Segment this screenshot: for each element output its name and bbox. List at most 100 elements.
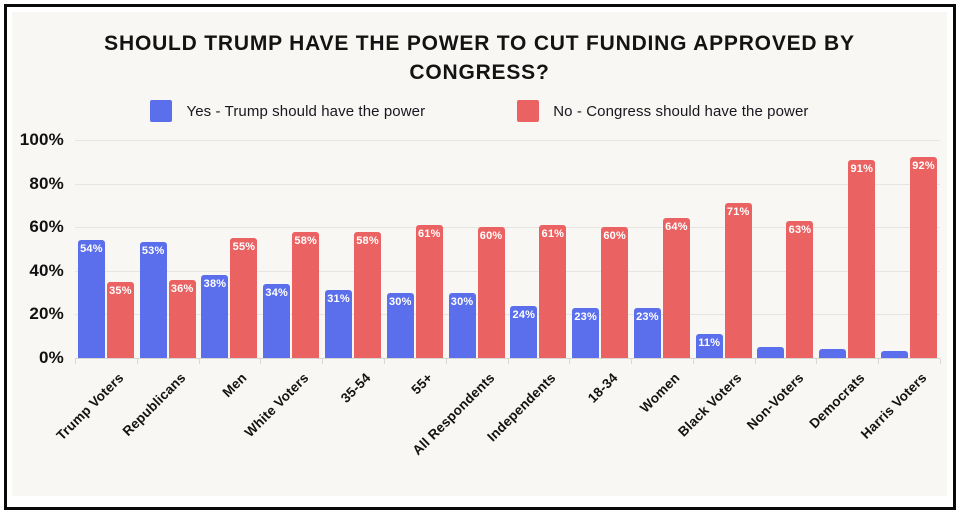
bar-value-label: 63% bbox=[788, 223, 812, 236]
bar-yes: 11% bbox=[695, 334, 723, 358]
bar-group: 24% 61% bbox=[507, 140, 569, 358]
bar-no: 60% bbox=[601, 227, 629, 358]
bar-value-label: 30% bbox=[450, 295, 474, 308]
legend-label-yes: Yes - Trump should have the power bbox=[186, 102, 426, 120]
bar-group: 92% bbox=[878, 140, 940, 358]
bar-yes: 30% bbox=[386, 292, 414, 358]
bar-value-label: 91% bbox=[850, 162, 874, 175]
bar-yes bbox=[819, 349, 847, 358]
bar-group: 11% 71% bbox=[693, 140, 755, 358]
bar-value-label: 38% bbox=[203, 278, 227, 291]
bars-row: 54% 35% 53% 36% 38% 55% 34% 58% 31% 58% 30% 61% 30% 6… bbox=[75, 140, 940, 358]
bar-value-label: 23% bbox=[574, 310, 597, 323]
x-axis-tick bbox=[816, 359, 818, 364]
bar-no: 61% bbox=[415, 225, 443, 358]
bar-value-label: 61% bbox=[541, 228, 565, 241]
y-axis-tick-label: 60% bbox=[29, 217, 64, 237]
chart-title-line2: CONGRESS? bbox=[409, 61, 550, 84]
bar-no: 63% bbox=[786, 220, 814, 358]
x-axis-tick bbox=[754, 359, 756, 364]
bar-yes: 31% bbox=[325, 290, 353, 358]
x-axis-tick bbox=[445, 359, 447, 364]
bar-value-label: 58% bbox=[294, 234, 318, 247]
bar-yes bbox=[881, 351, 909, 358]
bar-no: 55% bbox=[230, 238, 258, 358]
x-axis-tick bbox=[631, 359, 633, 364]
bar-yes: 24% bbox=[510, 305, 538, 358]
bar-group: 91% bbox=[816, 140, 878, 358]
x-axis-tick bbox=[198, 359, 200, 364]
bar-no: 61% bbox=[539, 225, 567, 358]
y-axis-tick-label: 20% bbox=[29, 304, 64, 324]
bar-no: 91% bbox=[848, 159, 876, 358]
bar-no: 58% bbox=[354, 231, 382, 358]
bar-group: 34% 58% bbox=[260, 140, 322, 358]
x-axis-tick bbox=[692, 359, 694, 364]
legend-label-no: No - Congress should have the power bbox=[553, 102, 809, 120]
gridline-100 bbox=[75, 140, 940, 141]
y-axis-tick-label: 0% bbox=[39, 348, 64, 367]
bar-no: 64% bbox=[662, 218, 690, 358]
bar-value-label: 60% bbox=[603, 230, 626, 243]
bar-yes: 53% bbox=[139, 242, 167, 358]
bar-value-label: 23% bbox=[636, 310, 659, 323]
gridline-0 bbox=[75, 358, 940, 359]
bar-no: 58% bbox=[292, 231, 320, 358]
bar-value-label: 36% bbox=[170, 282, 194, 295]
bar-group: 54% 35% bbox=[75, 140, 137, 358]
x-axis-tick bbox=[507, 359, 509, 364]
bar-value-label: 60% bbox=[479, 230, 503, 243]
gridline-40 bbox=[75, 270, 940, 272]
bar-value-label: 61% bbox=[417, 228, 441, 241]
chart-title: SHOULD TRUMP HAVE THE POWER TO CUT FUNDI… bbox=[12, 29, 947, 87]
bar-no: 71% bbox=[724, 203, 752, 358]
y-axis-tick-label: 80% bbox=[29, 173, 64, 193]
bar-group: 53% 36% bbox=[137, 140, 199, 358]
x-axis-tick bbox=[75, 359, 76, 364]
bar-yes: 34% bbox=[263, 283, 291, 358]
bar-value-label: 53% bbox=[141, 245, 165, 258]
bar-value-label: 58% bbox=[356, 234, 379, 247]
bar-group: 38% 55% bbox=[199, 140, 261, 358]
bar-group: 31% 58% bbox=[322, 140, 384, 358]
bar-value-label: 64% bbox=[665, 221, 688, 234]
bar-no: 36% bbox=[168, 279, 196, 358]
bar-group: 30% 60% bbox=[446, 140, 508, 358]
bar-yes: 54% bbox=[77, 240, 105, 358]
bar-no: 60% bbox=[477, 227, 505, 358]
bar-value-label: 35% bbox=[109, 284, 132, 297]
legend-item-no: No - Congress should have the power bbox=[517, 100, 808, 122]
x-axis-tick bbox=[322, 359, 324, 364]
bar-yes: 38% bbox=[201, 275, 229, 358]
bar-value-label: 54% bbox=[80, 243, 103, 256]
bar-group: 30% 61% bbox=[384, 140, 446, 358]
x-axis-tick bbox=[940, 359, 941, 364]
x-axis-tick bbox=[878, 359, 880, 364]
bar-no: 92% bbox=[910, 157, 938, 358]
bar-value-label: 34% bbox=[265, 286, 289, 299]
bar-value-label: 71% bbox=[726, 206, 750, 219]
bar-yes bbox=[757, 347, 785, 358]
legend: Yes - Trump should have the power No - C… bbox=[12, 100, 947, 122]
bar-yes: 23% bbox=[572, 307, 600, 358]
bar-group: 23% 64% bbox=[631, 140, 693, 358]
bar-yes: 30% bbox=[448, 292, 476, 358]
x-axis-tick bbox=[383, 359, 385, 364]
bar-value-label: 31% bbox=[327, 293, 350, 306]
gridline-60 bbox=[75, 227, 940, 229]
bar-group: 63% bbox=[755, 140, 817, 358]
yes-color-swatch-icon bbox=[150, 100, 173, 122]
bar-no: 35% bbox=[106, 281, 134, 358]
bar-value-label: 30% bbox=[388, 295, 412, 308]
no-color-swatch-icon bbox=[517, 100, 540, 122]
chart-title-line1: SHOULD TRUMP HAVE THE POWER TO CUT FUNDI… bbox=[104, 32, 855, 55]
y-axis-tick-label: 100% bbox=[19, 130, 64, 149]
x-axis-tick bbox=[136, 359, 138, 364]
y-axis-tick-label: 40% bbox=[29, 260, 64, 280]
x-axis-tick bbox=[260, 359, 262, 364]
bar-value-label: 92% bbox=[912, 160, 935, 173]
x-axis-tick bbox=[569, 359, 571, 364]
bar-value-label: 24% bbox=[512, 308, 536, 321]
legend-item-yes: Yes - Trump should have the power bbox=[150, 100, 425, 122]
